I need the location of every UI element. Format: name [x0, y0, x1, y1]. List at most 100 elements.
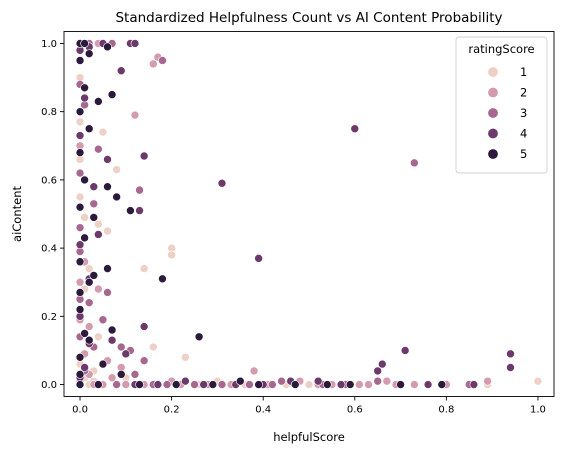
data-point-rating-4 — [377, 359, 387, 369]
data-point-rating-3 — [75, 168, 85, 178]
data-point-rating-2 — [382, 376, 392, 386]
data-point-rating-4 — [400, 346, 410, 355]
data-point-rating-5 — [254, 380, 263, 389]
data-point-rating-4 — [423, 380, 433, 389]
data-point-rating-2 — [75, 277, 85, 287]
x-tick-label: 0.8 — [438, 405, 454, 416]
y-axis: 0.0 0.2 0.4 0.6 0.8 1.0 — [41, 39, 64, 391]
data-point-rating-3 — [89, 199, 99, 209]
data-point-rating-3 — [373, 376, 382, 386]
plot-frame — [63, 31, 555, 397]
data-point-rating-3 — [103, 288, 112, 297]
x-tick-label: 0.0 — [72, 405, 88, 416]
data-point-rating-5 — [75, 202, 85, 212]
data-point-rating-3 — [245, 380, 254, 389]
data-point-rating-4 — [75, 131, 85, 140]
data-point-rating-1 — [149, 342, 158, 352]
x-axis-label: helpfulScore — [273, 430, 345, 444]
data-point-rating-4 — [506, 363, 515, 372]
data-point-rating-4 — [89, 182, 99, 192]
data-point-rating-1 — [94, 332, 103, 342]
data-point-rating-1 — [98, 127, 108, 137]
data-point-rating-4 — [336, 380, 346, 389]
data-point-rating-5 — [75, 305, 85, 314]
data-point-rating-5 — [80, 39, 89, 48]
y-tick-label: 0.6 — [41, 175, 57, 186]
data-point-rating-4 — [199, 380, 208, 389]
data-point-rating-1 — [80, 213, 89, 222]
legend-label-4: 4 — [520, 127, 527, 141]
data-point-rating-1 — [94, 219, 103, 229]
data-point-rating-5 — [323, 380, 332, 389]
data-point-rating-2 — [149, 59, 158, 69]
data-point-rating-5 — [84, 49, 94, 58]
data-point-rating-3 — [135, 185, 144, 195]
data-point-rating-4 — [103, 155, 112, 164]
legend-marker-1 — [487, 66, 499, 78]
data-point-rating-5 — [194, 332, 204, 342]
chart-title: Standardized Helpfulness Count vs AI Con… — [115, 10, 502, 26]
data-point-rating-5 — [84, 277, 94, 287]
data-point-rating-3 — [277, 376, 286, 386]
data-point-rating-4 — [469, 380, 479, 389]
data-point-rating-4 — [153, 380, 163, 389]
legend-title: ratingScore — [468, 42, 534, 56]
legend-label-5: 5 — [520, 147, 527, 161]
data-point-rating-5 — [75, 107, 85, 116]
data-point-rating-5 — [98, 359, 108, 369]
data-point-rating-2 — [84, 322, 94, 331]
data-point-rating-3 — [98, 315, 108, 325]
data-point-rating-5 — [236, 376, 245, 386]
data-point-rating-5 — [135, 380, 144, 389]
data-point-rating-5 — [80, 175, 89, 185]
data-point-rating-2 — [121, 380, 131, 389]
data-point-rating-5 — [84, 124, 94, 134]
data-point-rating-5 — [80, 233, 89, 243]
data-point-rating-4 — [506, 349, 515, 359]
data-point-rating-3 — [268, 380, 277, 389]
data-point-rating-5 — [75, 352, 85, 362]
data-point-rating-4 — [80, 363, 89, 372]
data-point-rating-4 — [217, 179, 227, 188]
x-tick-label: 0.2 — [164, 405, 180, 416]
data-point-rating-1 — [167, 250, 176, 260]
data-point-rating-5 — [107, 325, 117, 335]
data-point-rating-5 — [75, 288, 85, 297]
data-point-rating-5 — [345, 380, 355, 389]
data-point-rating-4 — [139, 322, 149, 331]
data-point-rating-4 — [350, 124, 360, 134]
data-point-rating-4 — [313, 376, 323, 386]
legend-marker-2 — [487, 87, 499, 99]
data-point-rating-3 — [130, 370, 140, 379]
data-point-rating-3 — [410, 158, 419, 168]
y-tick-label: 0.4 — [41, 244, 57, 255]
data-point-rating-4 — [135, 206, 144, 215]
data-point-rating-4 — [116, 66, 126, 76]
data-point-rating-5 — [396, 380, 405, 389]
data-point-rating-3 — [158, 56, 167, 65]
data-point-rating-5 — [75, 380, 85, 389]
data-point-rating-5 — [75, 56, 85, 65]
data-point-rating-2 — [94, 284, 103, 294]
data-point-rating-3 — [217, 380, 227, 389]
data-point-rating-2 — [483, 376, 492, 386]
data-point-rating-4 — [254, 254, 263, 263]
y-tick-label: 0.2 — [41, 312, 57, 323]
data-point-rating-5 — [103, 182, 112, 192]
data-point-rating-4 — [139, 151, 149, 161]
data-point-rating-3 — [116, 342, 126, 352]
data-point-rating-4 — [121, 349, 131, 359]
data-point-rating-5 — [437, 380, 447, 389]
data-point-rating-1 — [75, 117, 85, 127]
data-point-rating-1 — [181, 352, 190, 362]
x-tick-label: 1.0 — [530, 405, 546, 416]
points-layer — [75, 39, 543, 389]
legend-marker-3 — [487, 107, 499, 119]
data-point-rating-5 — [290, 380, 300, 389]
x-axis: 0.0 0.2 0.4 0.6 0.8 1.0 — [72, 396, 546, 416]
legend-marker-5 — [487, 148, 499, 160]
data-point-rating-5 — [75, 257, 85, 267]
data-point-rating-5 — [112, 192, 121, 202]
data-point-rating-5 — [80, 329, 89, 338]
